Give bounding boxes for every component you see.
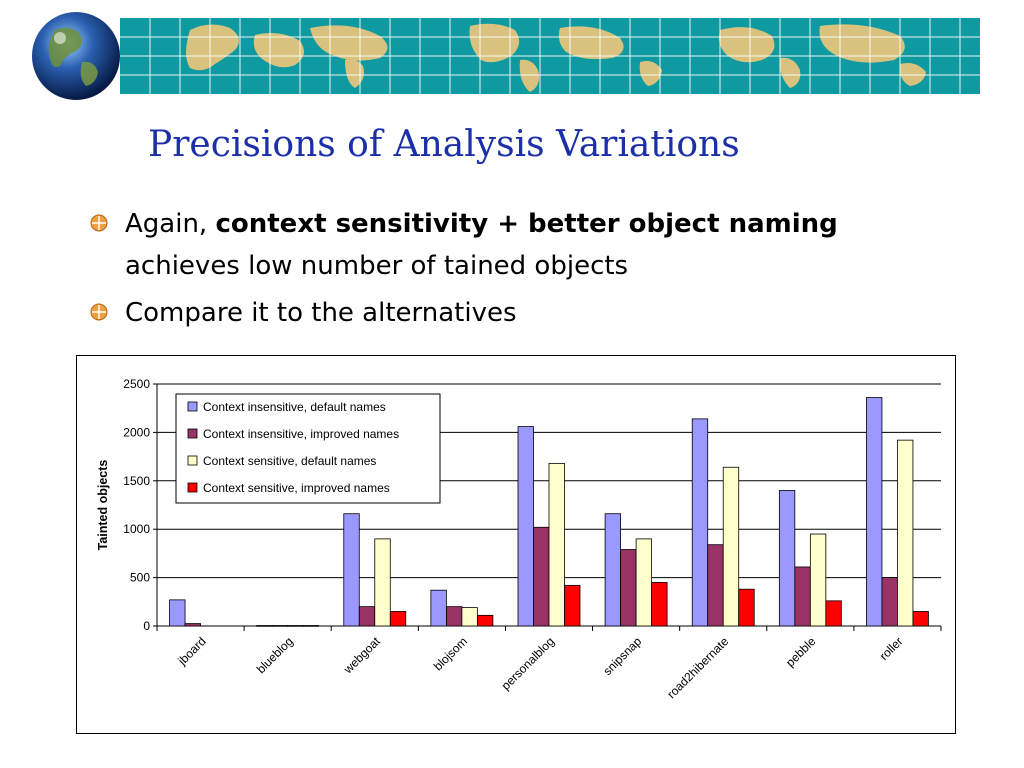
x-tick-label: roller <box>877 634 906 663</box>
world-map-strip <box>120 18 980 94</box>
bullet-item: Compare it to the alternatives <box>90 292 890 336</box>
bar <box>169 599 186 627</box>
legend-label: Context insensitive, improved names <box>203 427 399 441</box>
x-tick-label: jboard <box>174 634 208 668</box>
bar <box>635 538 653 627</box>
bar <box>620 549 637 627</box>
bar <box>517 426 534 627</box>
bar <box>374 538 391 627</box>
bar <box>256 625 273 627</box>
bar <box>738 588 755 627</box>
y-tick-label: 1000 <box>123 522 150 536</box>
bullet-text: Again, context sensitivity + better obje… <box>125 203 885 287</box>
slide-title: Precisions of Analysis Variations <box>148 124 740 165</box>
bar-chart: 0 500 1000 1500 2000 2500 Tainted objects jboar… <box>96 377 942 701</box>
bullet-target-icon <box>90 214 108 232</box>
y-tick-label: 0 <box>143 619 150 633</box>
x-tick-label: webgoat <box>340 634 383 677</box>
bar <box>564 584 581 627</box>
bullet-text-part: Compare it to the alternatives <box>125 298 517 328</box>
bar <box>778 490 796 627</box>
x-tick-label: personalblog <box>499 634 557 692</box>
legend-label: Context insensitive, default names <box>203 400 386 414</box>
bar <box>445 606 463 627</box>
bar <box>343 513 360 627</box>
header-banner <box>32 12 980 100</box>
bar <box>358 606 376 627</box>
y-tick-label: 500 <box>130 571 150 585</box>
bar <box>389 611 407 627</box>
legend-swatch <box>187 401 198 412</box>
bullet-text-part: Again, <box>125 209 216 239</box>
bar <box>881 577 898 627</box>
bullet-target-icon <box>90 303 108 321</box>
bar <box>912 611 929 627</box>
bar <box>430 589 447 627</box>
bullet-text: Compare it to the alternatives <box>125 292 885 334</box>
x-tick-label: road2hibernate <box>664 634 731 701</box>
legend-box <box>175 393 441 504</box>
bar <box>707 544 724 627</box>
bar <box>651 582 668 627</box>
x-tick-label: snipsnap <box>600 634 644 678</box>
bullet-text-part: achieves low number of tained objects <box>125 251 629 281</box>
bar <box>184 623 201 627</box>
globe-icon <box>32 12 120 100</box>
y-tick-label: 2500 <box>123 377 150 391</box>
bar <box>533 526 550 627</box>
x-tick-label: blojsom <box>431 634 470 673</box>
y-tick-label: 1500 <box>123 474 150 488</box>
bullet-item: Again, context sensitivity + better obje… <box>90 203 890 293</box>
bar <box>897 439 914 627</box>
bar <box>866 397 883 627</box>
x-tick-label: blueblog <box>254 634 296 676</box>
bar <box>302 625 320 627</box>
y-axis-label: Tainted objects <box>96 460 110 551</box>
chart-frame: 0 500 1000 1500 2000 2500 Tainted objects jboar… <box>76 355 956 734</box>
bar <box>794 566 811 627</box>
bar <box>287 625 304 627</box>
bar <box>476 614 494 627</box>
bar <box>825 600 842 627</box>
bar <box>271 625 289 627</box>
bar <box>809 533 827 627</box>
bar <box>548 462 565 627</box>
x-tick-label: pebble <box>783 634 819 670</box>
bar <box>604 513 622 627</box>
legend-label: Context sensitive, default names <box>203 454 376 468</box>
legend-swatch <box>187 428 198 439</box>
legend-swatch <box>187 455 198 466</box>
bar <box>722 466 740 627</box>
legend-swatch <box>187 482 198 493</box>
bar <box>461 607 478 627</box>
bullet-text-bold: context sensitivity + better object nami… <box>215 209 838 239</box>
bar <box>691 418 709 627</box>
y-tick-label: 2000 <box>123 425 150 439</box>
legend-label: Context sensitive, improved names <box>203 481 390 495</box>
